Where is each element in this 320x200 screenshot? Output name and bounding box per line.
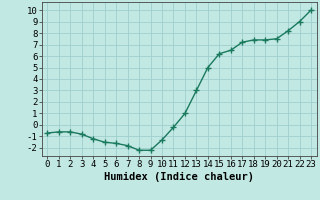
X-axis label: Humidex (Indice chaleur): Humidex (Indice chaleur) — [104, 172, 254, 182]
